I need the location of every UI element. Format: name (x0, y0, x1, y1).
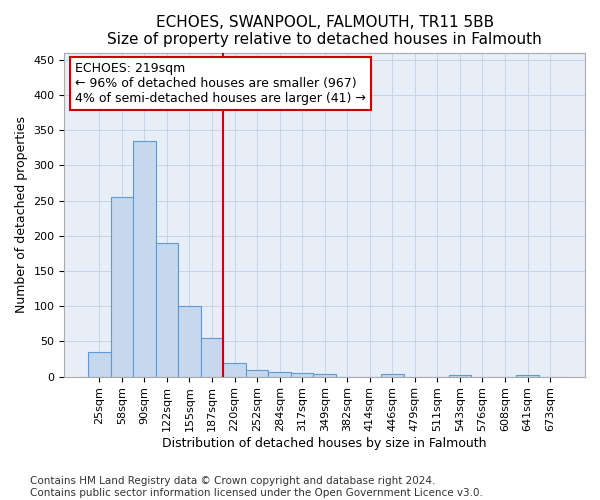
Bar (449, 375, 471, 376)
Bar (88, 352, 110, 376)
Title: ECHOES, SWANPOOL, FALMOUTH, TR11 5BB
Size of property relative to detached house: ECHOES, SWANPOOL, FALMOUTH, TR11 5BB Siz… (107, 15, 542, 48)
Bar (110, 197, 133, 376)
Bar (155, 243, 178, 376)
Bar (268, 372, 291, 376)
X-axis label: Distribution of detached houses by size in Falmouth: Distribution of detached houses by size … (163, 437, 487, 450)
Y-axis label: Number of detached properties: Number of detached properties (15, 116, 28, 313)
Text: Contains HM Land Registry data © Crown copyright and database right 2024.
Contai: Contains HM Land Registry data © Crown c… (30, 476, 483, 498)
Bar (313, 374, 336, 376)
Bar (291, 373, 313, 376)
Bar (381, 374, 404, 376)
Text: ECHOES: 219sqm
← 96% of detached houses are smaller (967)
4% of semi-detached ho: ECHOES: 219sqm ← 96% of detached houses … (75, 62, 365, 106)
Bar (133, 140, 155, 376)
Bar (223, 362, 246, 376)
Bar (178, 306, 201, 376)
Bar (201, 338, 223, 376)
Bar (246, 370, 268, 376)
Bar (516, 375, 539, 376)
